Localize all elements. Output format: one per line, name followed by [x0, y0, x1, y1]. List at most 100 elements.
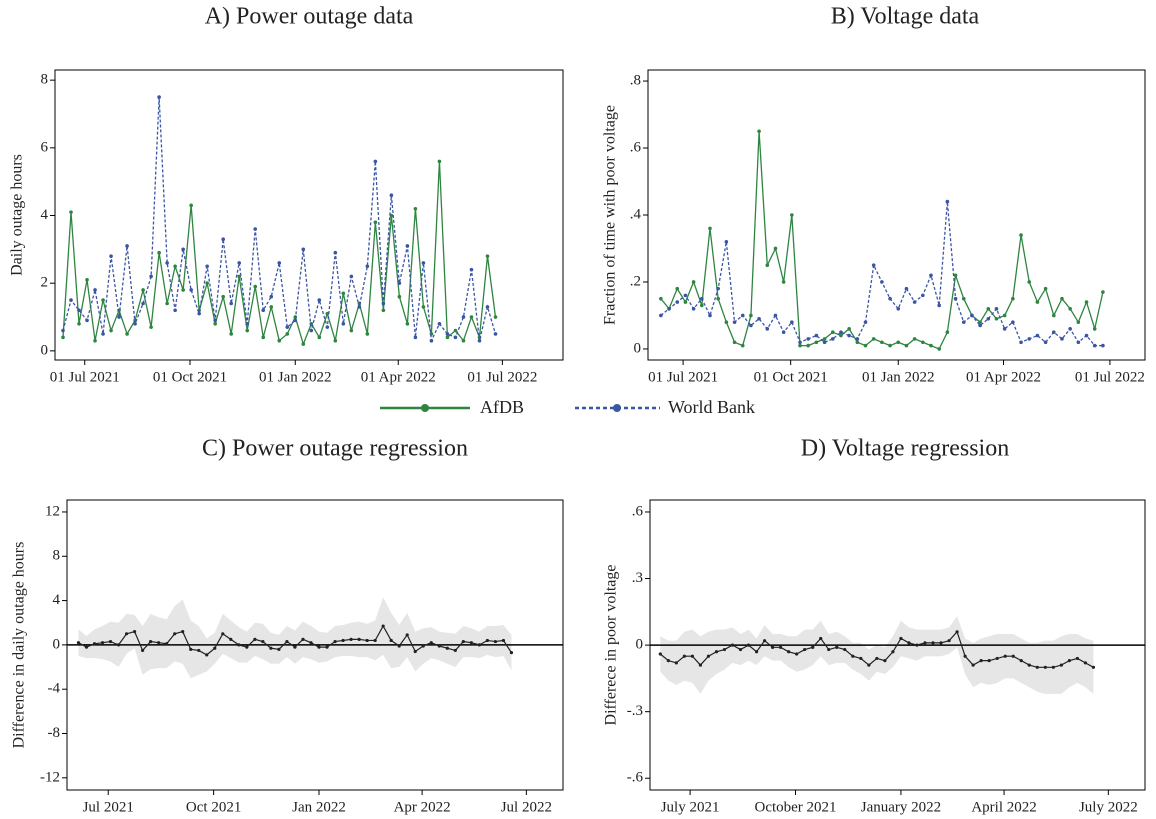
data-point — [253, 227, 258, 231]
data-point — [891, 650, 895, 654]
data-point — [261, 335, 266, 340]
data-point — [421, 305, 426, 309]
data-point — [1019, 659, 1023, 663]
data-point — [213, 318, 217, 323]
data-point — [317, 298, 322, 302]
data-point — [237, 643, 241, 647]
data-point — [405, 633, 409, 637]
data-point — [277, 647, 281, 651]
data-point — [1101, 343, 1105, 348]
plot-frame — [54, 69, 564, 361]
data-point — [863, 343, 868, 348]
x-tick-label: 01 Apr 2022 — [361, 369, 436, 385]
data-point — [261, 308, 266, 313]
y-axis-label: Difference in daily outage hours — [11, 542, 28, 749]
data-point — [806, 343, 811, 348]
x-tick-label: July 2021 — [661, 799, 720, 815]
data-point — [461, 639, 465, 644]
data-point — [822, 337, 827, 341]
data-point — [333, 639, 337, 644]
data-point — [301, 247, 306, 252]
data-point — [896, 340, 901, 345]
data-point — [1051, 665, 1055, 669]
data-point — [421, 644, 425, 648]
data-point — [325, 325, 330, 329]
y-axis-label: Daily outage hours — [9, 154, 26, 276]
y-tick-label: 6 — [41, 139, 49, 155]
data-point — [682, 654, 686, 658]
data-point — [929, 343, 933, 348]
data-point — [871, 263, 876, 268]
data-point — [716, 296, 720, 301]
data-point — [317, 645, 321, 649]
data-point — [397, 294, 402, 299]
data-point — [365, 638, 369, 643]
x-tick-label: July 2022 — [1079, 799, 1138, 815]
data-point — [947, 639, 951, 643]
data-point — [85, 318, 89, 323]
data-point — [1043, 665, 1047, 669]
data-point — [149, 274, 153, 279]
panel-title: C) Power outage regression — [202, 436, 468, 462]
data-point — [773, 313, 778, 318]
data-point — [69, 210, 73, 214]
data-point — [429, 338, 434, 343]
data-point — [1101, 290, 1105, 294]
data-point — [1019, 340, 1023, 345]
data-point — [341, 321, 346, 326]
data-point — [945, 199, 950, 204]
data-point — [931, 641, 935, 645]
data-point — [746, 643, 751, 647]
x-tick-label: 01 Oct 2021 — [754, 369, 828, 385]
data-point — [181, 247, 185, 252]
data-point — [790, 320, 794, 324]
data-point — [1011, 296, 1015, 301]
data-point — [708, 313, 712, 318]
data-point — [261, 639, 265, 644]
data-point — [1051, 313, 1056, 318]
data-point — [205, 281, 209, 285]
data-point — [108, 639, 113, 644]
x-tick-label: 01 Apr 2022 — [966, 369, 1041, 385]
data-point — [373, 220, 378, 225]
y-tick-label: 0 — [41, 342, 49, 358]
data-point — [269, 305, 274, 309]
data-point — [245, 321, 250, 326]
data-point — [205, 264, 209, 269]
data-point — [349, 274, 354, 279]
panel-title: B) Voltage data — [831, 4, 980, 30]
y-tick-label: -8 — [48, 725, 61, 741]
data-point — [822, 340, 827, 345]
data-point — [740, 343, 745, 348]
data-point — [795, 652, 799, 656]
data-point — [445, 332, 450, 336]
data-point — [875, 656, 879, 661]
y-axis-label: Fraction of time with poor voltage — [602, 105, 619, 325]
data-point — [141, 288, 145, 292]
data-point — [389, 638, 393, 643]
data-point — [61, 335, 65, 340]
y-tick-label: -12 — [40, 769, 60, 785]
data-point — [708, 226, 712, 231]
data-point — [397, 281, 402, 285]
data-point — [888, 343, 892, 348]
data-point — [149, 639, 153, 644]
data-point — [213, 646, 217, 650]
data-point — [859, 656, 863, 661]
data-point — [994, 317, 999, 321]
data-point — [373, 159, 378, 164]
data-point — [405, 244, 410, 248]
data-point — [921, 293, 925, 298]
x-tick-label: 01 Jul 2021 — [50, 369, 120, 385]
data-point — [798, 343, 802, 348]
data-point — [699, 303, 704, 308]
data-point — [445, 646, 449, 650]
y-axis-label: Differece in poor voltage — [603, 565, 620, 726]
data-point — [790, 213, 794, 217]
data-point — [485, 254, 490, 258]
x-tick-label: 01 Jul 2022 — [1075, 369, 1145, 385]
data-point — [485, 638, 489, 643]
y-tick-label: .2 — [630, 273, 641, 289]
data-point — [181, 629, 185, 634]
series-line — [660, 131, 1104, 350]
